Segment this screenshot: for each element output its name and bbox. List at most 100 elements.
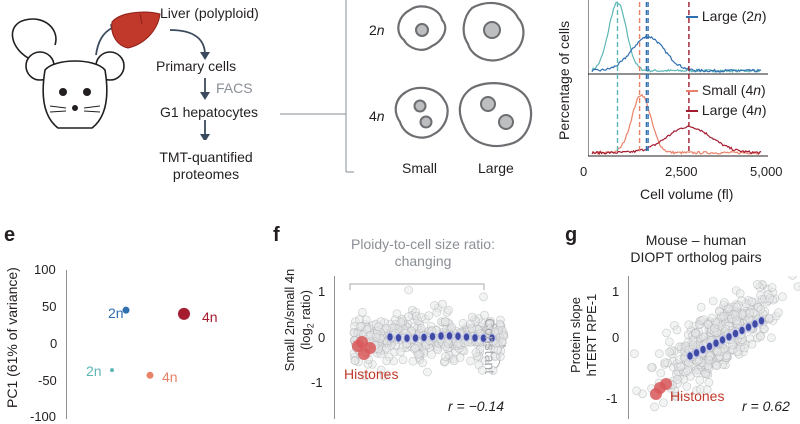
g-ytick-1: 1: [612, 284, 619, 299]
panel-f-cloud-point: [439, 300, 447, 308]
panel-f-histone-point-3: [352, 340, 364, 352]
panel-f-cloud-point: [466, 320, 474, 328]
legend-item-large-4n: Large (4n): [686, 102, 767, 118]
panel-f-cloud-point: [433, 309, 441, 317]
panel-f-bin-point-8: [455, 332, 461, 340]
legend-item-large-2n: Large (2n): [686, 8, 767, 24]
panel-f-cloud-point: [397, 348, 405, 356]
panel-g-bin-point-10: [752, 320, 758, 328]
panel-f-cloud-point: [405, 286, 413, 294]
panel-g-cloud-point: [748, 298, 756, 306]
panel-f-cloud-point: [414, 351, 422, 359]
panel-f-bin-point-5: [429, 332, 435, 340]
panel-g-bin-point-7: [732, 329, 738, 337]
panel-e-letter: e: [4, 224, 15, 247]
panel-g-bin-point-2: [700, 345, 706, 353]
panel-f-ylabel: Small 2n/small 4n (log2 ratio): [282, 245, 319, 395]
panel-f-bin-point-2: [404, 334, 410, 342]
panel-f-cloud-point: [425, 312, 433, 320]
bracket-connector: [280, 0, 360, 180]
panel-g-histone-point-2: [650, 388, 662, 400]
panel-f-ylabel-line-2: (log2 ratio): [298, 245, 319, 395]
panel-f-cloud-point: [445, 306, 453, 314]
panel-g-bin-point-6: [726, 333, 732, 341]
proteomes-line-1: TMT-quantified: [146, 149, 266, 166]
panel-f-bin-point-7: [446, 332, 452, 340]
panel-f-bin-point-3: [412, 334, 418, 342]
panel-g-cloud-point: [673, 326, 681, 334]
histogram-xlabel: Cell volume (fl): [640, 186, 733, 202]
panel-f-title-line-2: changing: [338, 253, 508, 270]
panel-f-cloud-point: [442, 343, 450, 351]
panel-g-cloud-point: [779, 293, 787, 301]
panel-g-cloud-point: [665, 338, 673, 346]
panel-g-cloud-point: [766, 295, 774, 303]
panel-g-cloud-point: [685, 321, 693, 329]
panel-f-letter: f: [273, 224, 280, 247]
panel-f-cloud-point: [383, 344, 391, 352]
panel-g-ylabel-line-1: Protein slope: [568, 270, 584, 400]
liver-label: Liver (polyploid): [160, 5, 259, 21]
xtick-2500: 2,500: [665, 164, 698, 179]
proteomes-label: TMT-quantified proteomes: [146, 149, 266, 183]
panel-f-title-line-1: Ploidy-to-cell size ratio:: [338, 236, 508, 253]
panel-g-cloud-point: [748, 340, 756, 348]
g1-hepatocytes-label: G1 hepatocytes: [160, 104, 258, 120]
panel-g-cloud-point: [738, 311, 746, 319]
panel-g-cloud-point: [657, 369, 665, 377]
small-label: Small: [402, 160, 437, 176]
panel-g-cloud-point: [633, 387, 641, 395]
panel-f-bin-point-4: [421, 333, 427, 341]
legend-item-small-4n: Small (4n): [686, 82, 766, 98]
histogram-chart: [588, 0, 800, 160]
panel-g-cloud-point: [765, 314, 773, 322]
panel-f-bin-point-0: [387, 333, 393, 341]
legend-swatch-small-4n: [686, 90, 698, 92]
panel-g-bin-point-8: [739, 326, 745, 334]
panel-f-cloud-point: [428, 351, 436, 359]
panel-g-cloud-point: [648, 364, 656, 372]
legend-swatch-large-4n: [686, 110, 698, 112]
panel-g-cloud-point: [666, 348, 674, 356]
facs-label: FACS: [216, 80, 253, 96]
panel-g-cloud-point: [753, 280, 761, 288]
primary-cells-label: Primary cells: [156, 58, 236, 74]
panel-g-cloud-point: [723, 352, 731, 360]
panel-f-cloud-point: [472, 349, 480, 357]
panel-f-cloud-point: [431, 301, 439, 309]
panel-f-cloud-point: [358, 308, 366, 316]
panel-f-histones-label: Histones: [344, 366, 398, 382]
panel-g-cloud-point: [756, 333, 764, 341]
histogram-ylabel: Percentage of cells: [556, 21, 572, 140]
panel-e-point-label-3: 4n: [162, 369, 178, 385]
panel-f-cloud-point: [467, 357, 475, 365]
panel-f-bin-point-6: [438, 332, 444, 340]
panel-f-cloud-point: [397, 318, 405, 326]
panel-f-cloud-point: [366, 331, 374, 339]
panel-g-bin-point-5: [719, 336, 725, 344]
panel-g-histones-label: Histones: [670, 388, 724, 404]
panel-f-ylabel-line-1: Small 2n/small 4n: [282, 245, 298, 395]
panel-f-title: Ploidy-to-cell size ratio: changing: [338, 236, 508, 270]
f-ytick-0: 0: [318, 330, 325, 345]
panel-f-constant-label: Constant: [482, 318, 498, 374]
panel-g-cloud-point: [697, 303, 705, 311]
panel-g-bin-point-11: [758, 317, 764, 325]
panel-g-cloud-point: [760, 325, 768, 333]
panel-g-cloud-point: [714, 347, 722, 355]
panel-g-cloud-point: [696, 376, 704, 384]
e-ytick-neg50: -50: [38, 373, 57, 388]
legend-swatch-large-2n: [686, 16, 698, 18]
panel-e-point-label-0: 2n: [108, 305, 124, 321]
panel-g-bin-point-0: [687, 352, 693, 360]
panel-f-cloud-point: [442, 353, 450, 361]
cell-drawings: [380, 0, 550, 150]
panel-g-r-value: r = 0.62: [742, 398, 790, 414]
panel-f-cloud-point: [456, 354, 464, 362]
panel-g-cloud-point: [677, 363, 685, 371]
panel-f-cloud-point: [362, 316, 370, 324]
f-ytick-neg1: -1: [311, 375, 323, 390]
panel-e-point-1: [178, 308, 190, 320]
xtick-5000: 5,000: [750, 164, 783, 179]
